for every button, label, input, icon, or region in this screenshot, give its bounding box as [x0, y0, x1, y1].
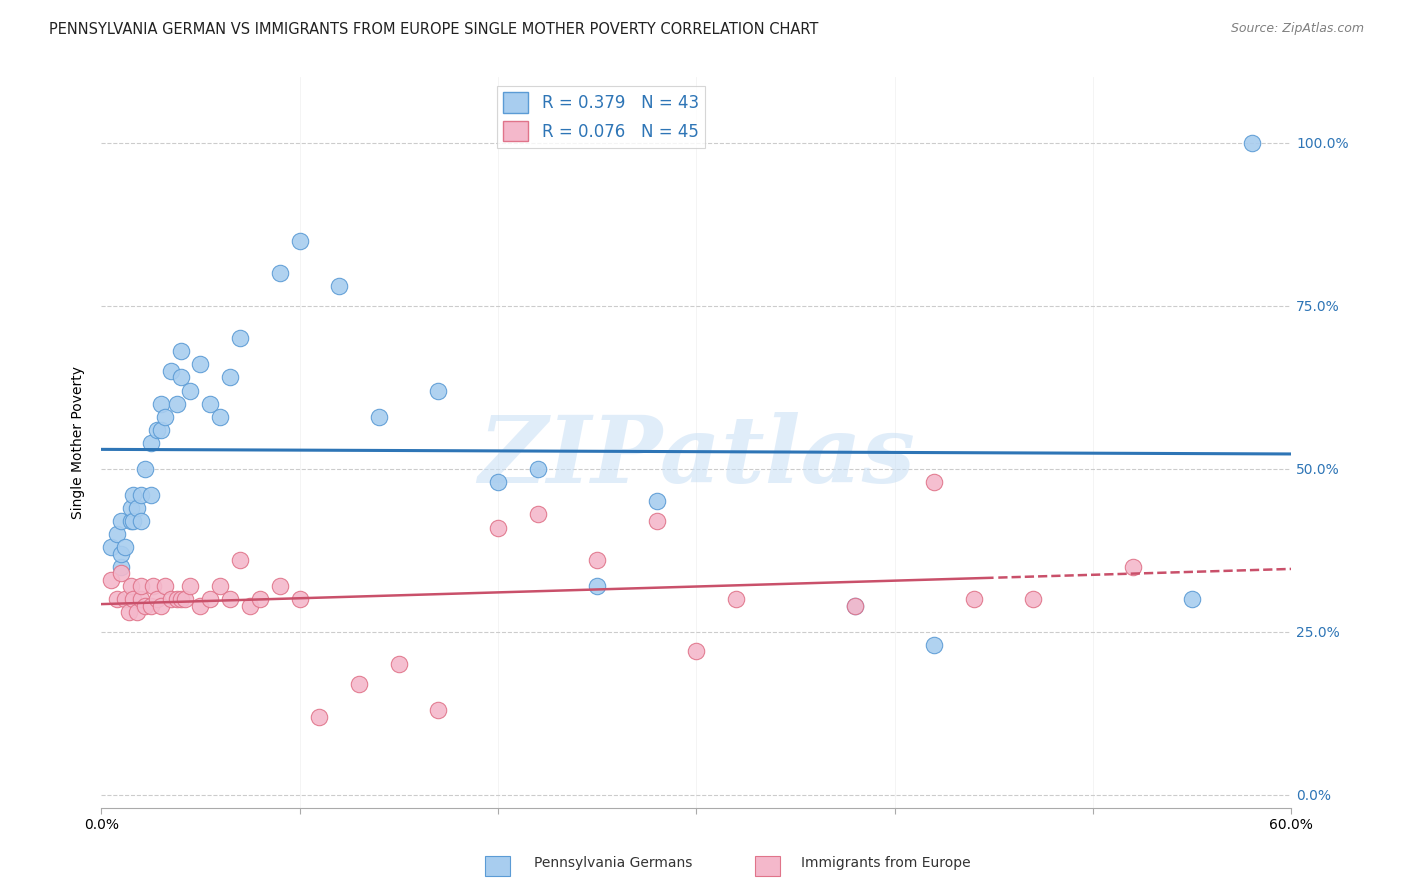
Point	[1181, 592, 1204, 607]
Point	[149, 423, 172, 437]
Legend: R = 0.379   N = 43, R = 0.076   N = 45: R = 0.379 N = 43, R = 0.076 N = 45	[496, 86, 706, 148]
Point	[844, 599, 866, 613]
Point	[125, 605, 148, 619]
Point	[159, 592, 181, 607]
Point	[645, 494, 668, 508]
Point	[118, 605, 141, 619]
Point	[963, 592, 986, 607]
Point	[209, 579, 232, 593]
Point	[139, 435, 162, 450]
Point	[129, 488, 152, 502]
Point	[169, 592, 191, 607]
Point	[145, 592, 167, 607]
Point	[347, 677, 370, 691]
Point	[200, 592, 222, 607]
Point	[924, 475, 946, 489]
Point	[724, 592, 747, 607]
Point	[129, 592, 152, 607]
Point	[367, 409, 389, 424]
Point	[129, 514, 152, 528]
Point	[122, 592, 145, 607]
Point	[486, 520, 509, 534]
Point	[269, 579, 291, 593]
Point	[179, 579, 201, 593]
Point	[526, 462, 548, 476]
Point	[173, 592, 195, 607]
Text: PENNSYLVANIA GERMAN VS IMMIGRANTS FROM EUROPE SINGLE MOTHER POVERTY CORRELATION : PENNSYLVANIA GERMAN VS IMMIGRANTS FROM E…	[49, 22, 818, 37]
Point	[288, 592, 311, 607]
Point	[269, 266, 291, 280]
Point	[122, 514, 145, 528]
Point	[219, 592, 242, 607]
Point	[200, 396, 222, 410]
Point	[134, 599, 156, 613]
Text: Immigrants from Europe: Immigrants from Europe	[801, 855, 972, 870]
Text: Source: ZipAtlas.com: Source: ZipAtlas.com	[1230, 22, 1364, 36]
Point	[328, 279, 350, 293]
Point	[685, 644, 707, 658]
Point	[149, 396, 172, 410]
Point	[645, 514, 668, 528]
Point	[190, 599, 212, 613]
Point	[134, 462, 156, 476]
Point	[142, 579, 165, 593]
Text: ZIPatlas: ZIPatlas	[478, 412, 915, 502]
Point	[122, 488, 145, 502]
Point	[149, 599, 172, 613]
Point	[308, 709, 330, 723]
Point	[100, 573, 122, 587]
Point	[110, 559, 132, 574]
Text: Pennsylvania Germans: Pennsylvania Germans	[534, 855, 693, 870]
Point	[110, 514, 132, 528]
Point	[139, 599, 162, 613]
Point	[153, 579, 176, 593]
Point	[388, 657, 411, 672]
Point	[159, 364, 181, 378]
Point	[100, 540, 122, 554]
Point	[486, 475, 509, 489]
Point	[120, 579, 142, 593]
Point	[427, 384, 450, 398]
Point	[526, 508, 548, 522]
Point	[153, 409, 176, 424]
Point	[1022, 592, 1045, 607]
Point	[288, 234, 311, 248]
Point	[586, 579, 609, 593]
Point	[120, 500, 142, 515]
Point	[139, 488, 162, 502]
Point	[924, 638, 946, 652]
Point	[166, 396, 188, 410]
Point	[427, 703, 450, 717]
Point	[105, 527, 128, 541]
Point	[169, 344, 191, 359]
Point	[169, 370, 191, 384]
Point	[179, 384, 201, 398]
Point	[114, 540, 136, 554]
Point	[249, 592, 271, 607]
Point	[844, 599, 866, 613]
Point	[129, 579, 152, 593]
Point	[229, 331, 252, 345]
Point	[114, 592, 136, 607]
Point	[190, 358, 212, 372]
Y-axis label: Single Mother Poverty: Single Mother Poverty	[72, 367, 86, 519]
Point	[145, 423, 167, 437]
Point	[110, 566, 132, 581]
Point	[1122, 559, 1144, 574]
Point	[1240, 136, 1263, 150]
Point	[125, 500, 148, 515]
Point	[166, 592, 188, 607]
Point	[120, 514, 142, 528]
Point	[586, 553, 609, 567]
Point	[239, 599, 262, 613]
Point	[219, 370, 242, 384]
Point	[229, 553, 252, 567]
Point	[110, 547, 132, 561]
Point	[209, 409, 232, 424]
Point	[105, 592, 128, 607]
